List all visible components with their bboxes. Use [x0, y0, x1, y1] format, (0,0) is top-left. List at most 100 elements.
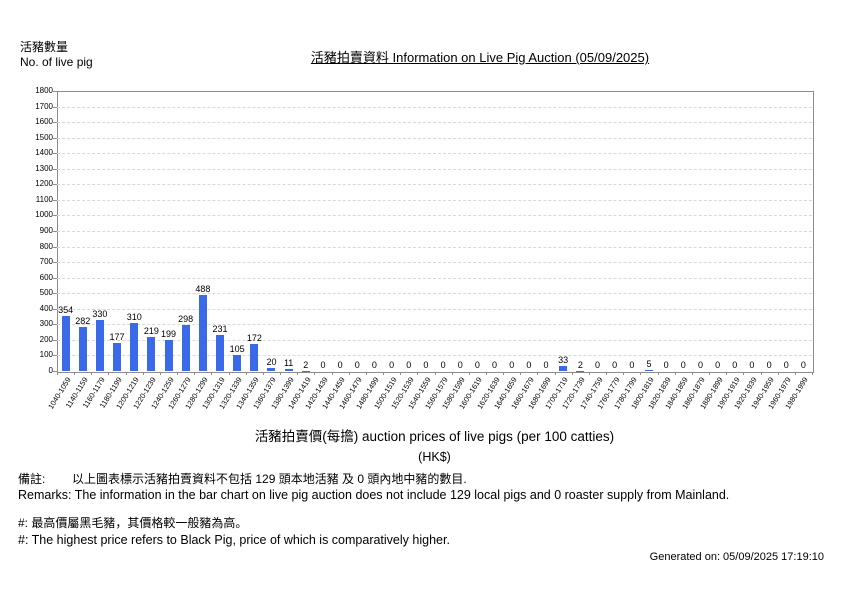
- bar-value-label: 0: [629, 360, 635, 370]
- y-axis-tick: [53, 308, 57, 310]
- bar: [61, 315, 70, 371]
- bar-value-label: 5: [646, 359, 652, 370]
- bar-value-label: 0: [612, 360, 618, 370]
- x-axis-tick: [623, 372, 625, 375]
- x-axis-tick: [314, 372, 316, 375]
- x-axis-tick: [125, 372, 127, 375]
- x-axis-tick: [640, 372, 642, 375]
- x-axis-tick: [142, 372, 144, 375]
- y-axis-tick-label: 1300: [35, 163, 53, 173]
- x-axis-tick: [57, 372, 58, 375]
- x-axis-tick: [794, 372, 796, 375]
- x-axis-tick: [74, 372, 76, 375]
- remarks-line-zh: 備註: 以上圖表標示活豬拍賣資料不包括 129 頭本地活豬 及 0 頭內地中豬的…: [18, 472, 467, 486]
- y-axis-tick: [53, 91, 57, 92]
- x-axis-tick: [743, 372, 745, 375]
- x-axis-tick: [451, 372, 453, 375]
- bar: [284, 369, 293, 371]
- y-axis-tick: [53, 246, 57, 248]
- bar-value-label: 0: [474, 360, 480, 370]
- gridline: [57, 293, 812, 295]
- bar: [130, 322, 139, 371]
- black-pig-note-en: #: The highest price refers to Black Pig…: [18, 533, 450, 547]
- page-title: 活豬拍賣資料 Information on Live Pig Auction (…: [310, 50, 650, 65]
- bar: [147, 336, 156, 371]
- y-axis-tick-label: 0: [48, 366, 53, 375]
- bar-value-label: 177: [109, 332, 125, 343]
- gridline: [57, 308, 812, 310]
- bar-value-label: 0: [354, 360, 360, 370]
- bar-value-label: 0: [732, 360, 738, 370]
- remarks-line-en: Remarks: The information in the bar char…: [18, 488, 730, 502]
- plot-area: [57, 91, 814, 373]
- x-axis-tick: [503, 372, 505, 375]
- gridline: [57, 153, 812, 155]
- x-axis-tick: [297, 372, 299, 375]
- x-axis-tick: [262, 372, 264, 375]
- bar-value-label: 105: [229, 343, 245, 354]
- bar-value-label: 310: [126, 311, 142, 322]
- bar-value-label: 11: [283, 358, 294, 369]
- x-axis-unit-label: (HK$): [418, 450, 451, 464]
- x-axis-tick: [777, 372, 779, 375]
- bar-value-label: 0: [680, 360, 686, 370]
- bar-value-label: 0: [337, 360, 343, 370]
- bar: [250, 344, 259, 371]
- y-axis-tick-label: 1500: [35, 132, 53, 142]
- x-axis-tick: [606, 372, 608, 375]
- gridline: [57, 246, 812, 248]
- y-axis-tick-label: 200: [39, 334, 53, 344]
- black-pig-note-zh: #: 最高價屬黑毛豬，其價格較一般豬為高。: [18, 516, 248, 530]
- bar-value-label: 0: [749, 360, 755, 370]
- bar-value-label: 199: [161, 329, 177, 340]
- bar-value-label: 354: [58, 304, 74, 315]
- bar-value-label: 0: [697, 360, 703, 370]
- bar-value-label: 219: [143, 325, 159, 336]
- x-axis-tick: [812, 372, 813, 375]
- y-axis-tick-label: 400: [39, 303, 53, 313]
- y-axis-tick-label: 1200: [35, 179, 53, 189]
- y-axis-title-en: No. of live pig: [20, 55, 93, 69]
- y-axis-tick: [53, 293, 57, 295]
- x-axis-tick: [691, 372, 693, 375]
- bar-value-label: 0: [526, 360, 532, 370]
- x-axis-tick: [280, 372, 282, 375]
- y-axis-tick: [53, 355, 57, 357]
- y-axis-tick-label: 100: [39, 350, 53, 360]
- y-axis-tick-label: 500: [39, 288, 53, 298]
- bar: [216, 335, 224, 371]
- y-axis-tick: [53, 277, 57, 279]
- x-axis-tick: [434, 372, 436, 375]
- y-axis-tick: [53, 184, 57, 186]
- x-axis-tick: [108, 372, 110, 375]
- x-axis-tick: [194, 372, 196, 375]
- bar-value-label: 0: [423, 360, 429, 370]
- x-axis-tick: [726, 372, 728, 375]
- bar: [113, 343, 122, 371]
- y-axis-tick: [53, 153, 57, 155]
- x-axis-tick: [211, 372, 213, 375]
- bar-value-label: 0: [492, 360, 498, 370]
- bar-value-label: 231: [212, 324, 228, 335]
- bar: [267, 367, 276, 371]
- gridline: [57, 355, 812, 357]
- x-axis-tick: [383, 372, 385, 375]
- y-axis-tick: [53, 215, 57, 217]
- y-axis-tick-label: 1600: [35, 117, 53, 127]
- y-axis-tick-label: 1400: [35, 148, 53, 158]
- bar: [95, 319, 104, 371]
- y-axis-tick: [53, 137, 57, 139]
- x-axis-tick: [760, 372, 762, 375]
- bar: [559, 365, 568, 371]
- bar-value-label: 0: [509, 360, 515, 370]
- x-axis-tick: [91, 372, 93, 375]
- gridline: [57, 324, 812, 326]
- bar-value-label: 33: [558, 354, 569, 365]
- bar-value-label: 0: [406, 360, 412, 370]
- bar-value-label: 172: [246, 333, 262, 344]
- y-axis-tick: [53, 168, 57, 170]
- bar: [198, 295, 207, 371]
- x-axis-tick: [468, 372, 470, 375]
- bar-value-label: 0: [371, 360, 377, 370]
- gridline: [57, 168, 812, 170]
